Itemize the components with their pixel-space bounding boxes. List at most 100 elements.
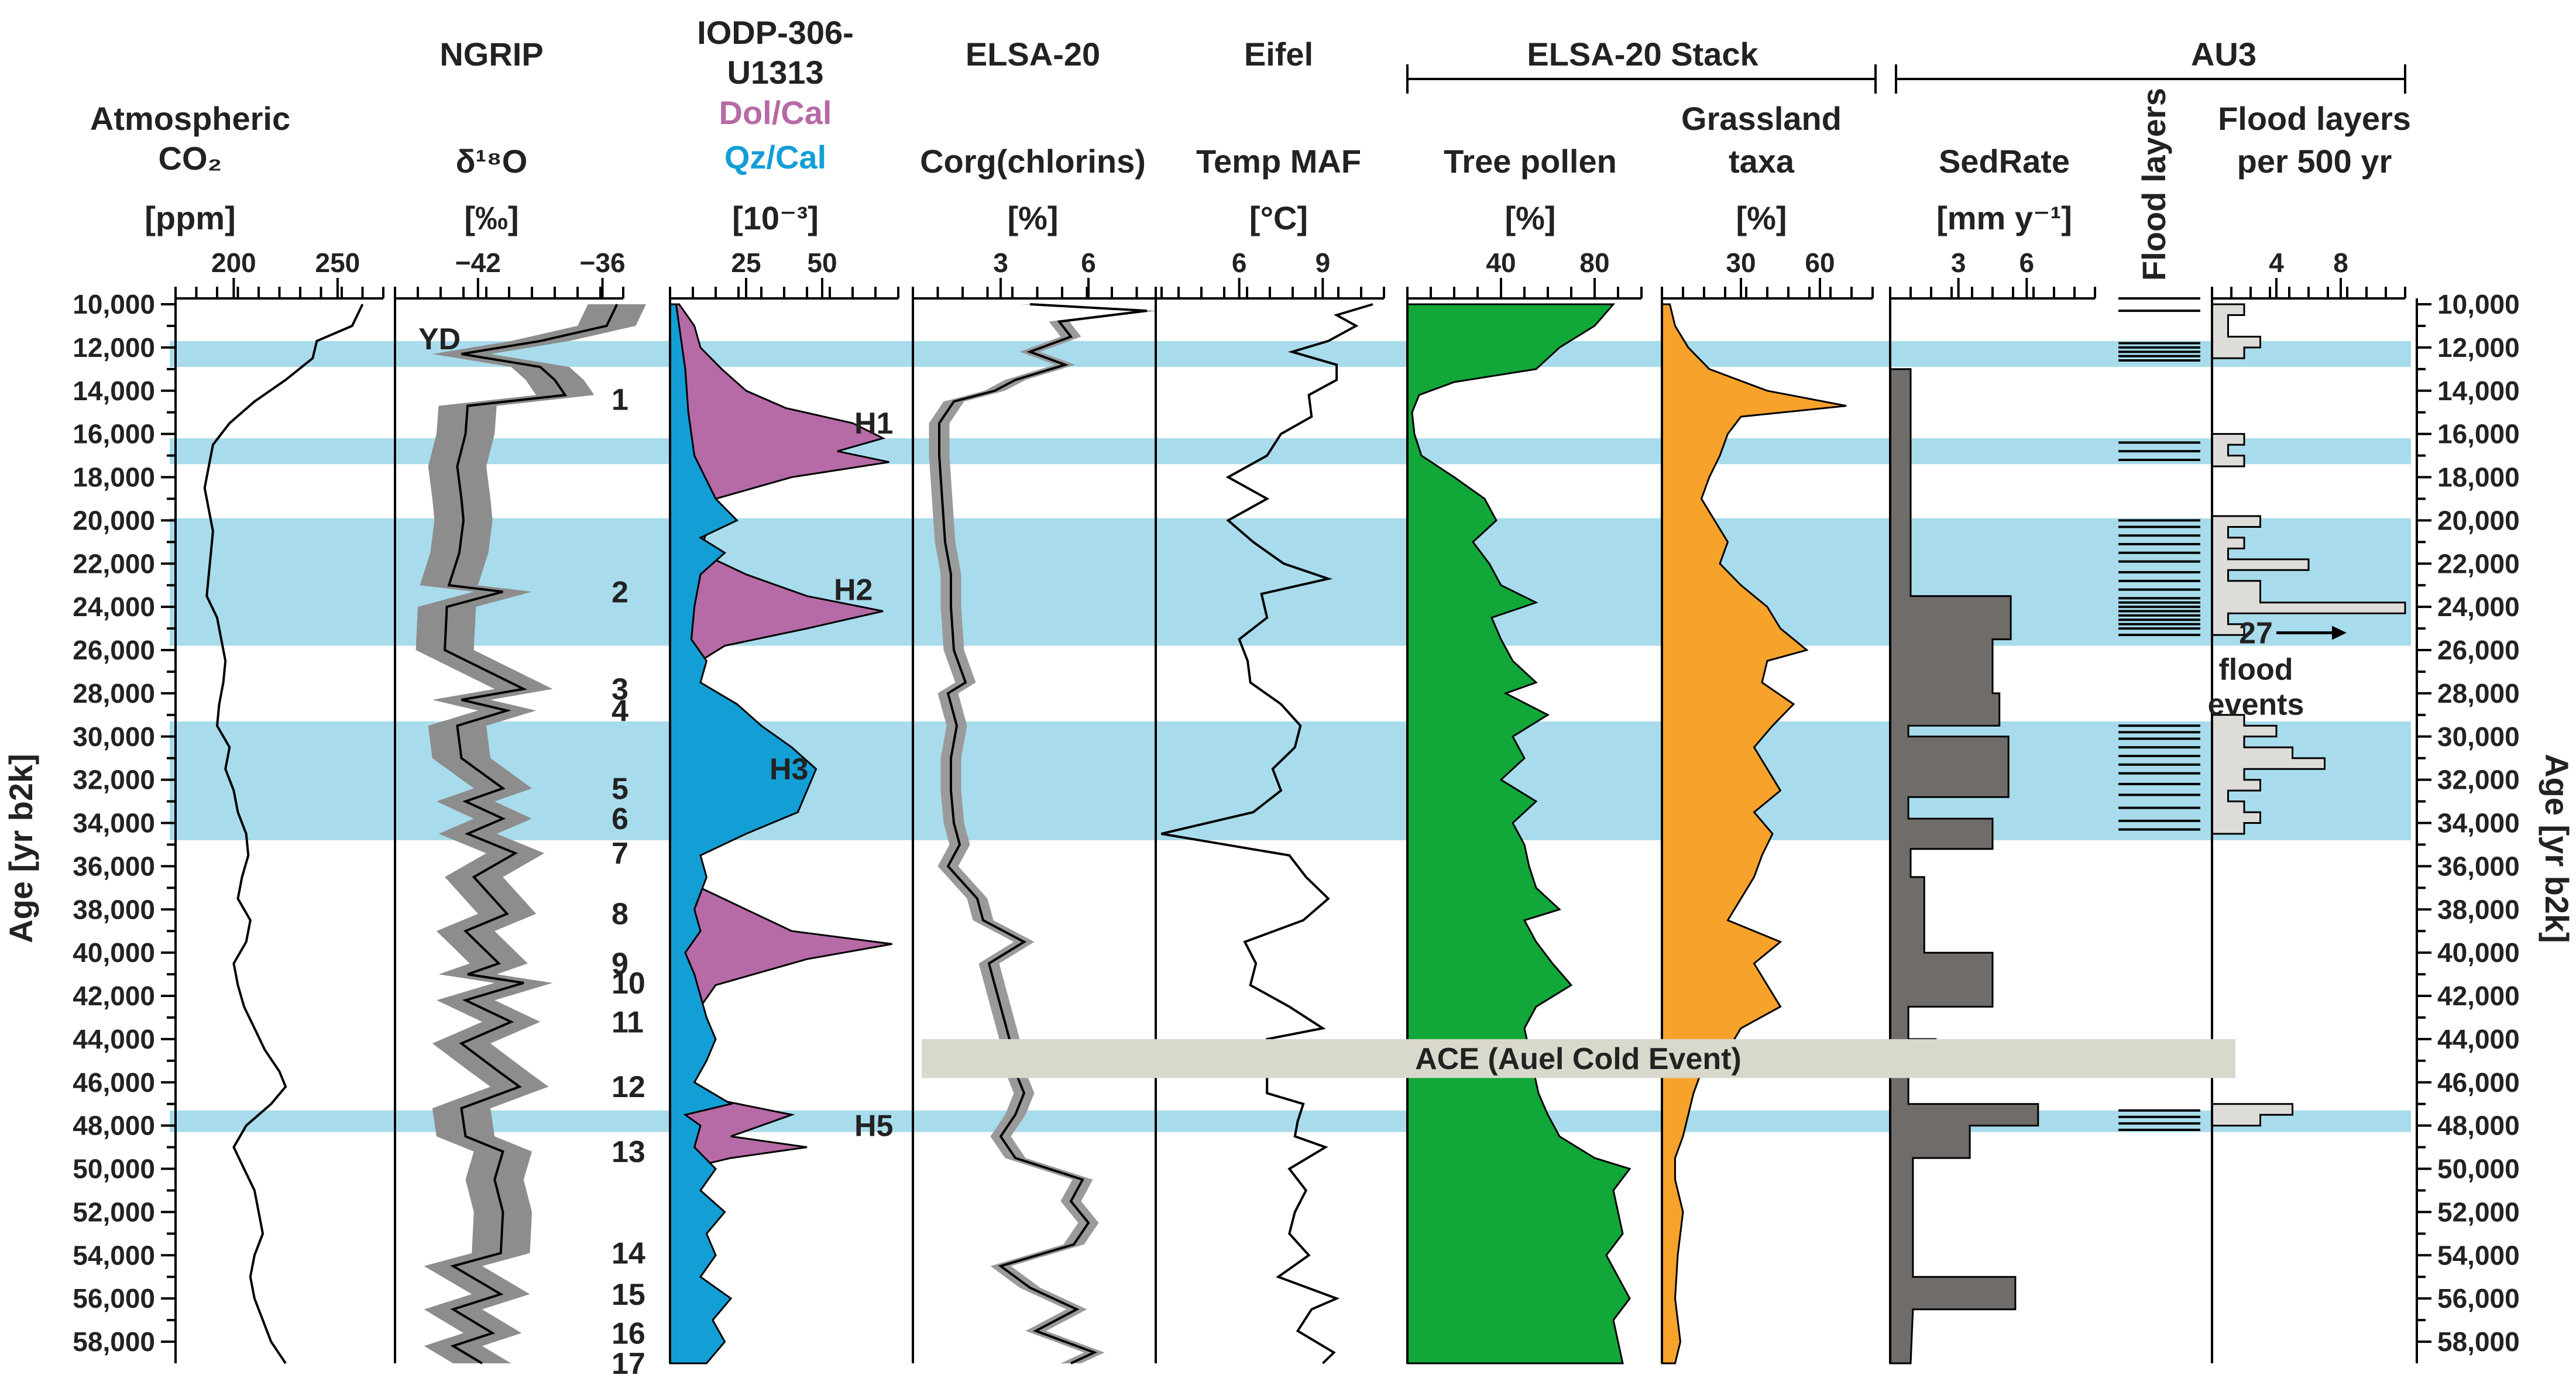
left-age-label: 40,000 xyxy=(73,937,155,968)
right-age-label: 54,000 xyxy=(2437,1240,2520,1270)
chlorins-sub: Corg(chlorins) xyxy=(920,143,1146,180)
left-age-label: 20,000 xyxy=(73,505,155,535)
ngrip-event-5: 5 xyxy=(612,772,628,806)
left-age-label: 46,000 xyxy=(73,1067,155,1098)
ngrip-event-11: 11 xyxy=(612,1005,644,1039)
ngrip-event-2: 2 xyxy=(612,575,628,609)
left-age-label: 32,000 xyxy=(73,765,155,795)
blue-band-4 xyxy=(170,1110,2411,1132)
temp-line xyxy=(1161,303,1373,1364)
tree-tick-label: 40 xyxy=(1486,248,1516,278)
right-age-label: 46,000 xyxy=(2437,1067,2520,1098)
grass-sub: taxa xyxy=(1729,143,1795,180)
left-age-label: 26,000 xyxy=(73,635,155,665)
sed-unit: [mm y⁻¹] xyxy=(1936,200,2072,236)
elsa20-title: ELSA-20 xyxy=(966,36,1100,73)
chlorins-envelope xyxy=(929,304,1158,1363)
ngrip-event-17: 17 xyxy=(612,1347,645,1381)
left-age-label: 58,000 xyxy=(73,1326,155,1357)
qz-cal-area xyxy=(669,303,818,1364)
left-age-label: 14,000 xyxy=(73,376,155,406)
left-age-label: 16,000 xyxy=(73,419,155,449)
co2-tick-label: 250 xyxy=(315,248,360,278)
right-age-label: 52,000 xyxy=(2437,1197,2520,1227)
eifel-title: Eifel xyxy=(1244,36,1313,73)
flood-layers-title: Flood layers xyxy=(2135,88,2172,281)
heinrich-H2: H2 xyxy=(834,573,873,607)
tree-tick-label: 80 xyxy=(1579,248,1609,278)
heinrich-H3: H3 xyxy=(770,752,808,786)
right-age-label: 48,000 xyxy=(2437,1111,2520,1141)
right-age-label: 22,000 xyxy=(2437,548,2520,579)
grass-tick-label: 30 xyxy=(1726,248,1756,278)
left-age-label: 24,000 xyxy=(73,592,155,622)
sed-sub: SedRate xyxy=(1939,143,2070,180)
ngrip-event-7: 7 xyxy=(612,837,628,871)
blue-band-2 xyxy=(170,518,2411,646)
right-age-label: 16,000 xyxy=(2437,419,2520,449)
right-age-label: 38,000 xyxy=(2437,894,2520,924)
right-age-label: 10,000 xyxy=(2437,289,2520,319)
ngrip-envelope xyxy=(415,304,646,1363)
ngrip-event-12: 12 xyxy=(612,1070,645,1104)
iodp-title-2: U1313 xyxy=(727,54,823,91)
grass-tick-label: 60 xyxy=(1805,248,1835,278)
co2-sub: CO₂ xyxy=(159,140,222,177)
ngrip-line xyxy=(444,304,619,1364)
left-age-label: 36,000 xyxy=(73,851,155,881)
ngrip-sub: δ¹⁸O xyxy=(456,143,528,180)
right-age-label: 36,000 xyxy=(2437,851,2520,881)
left-age-label: 48,000 xyxy=(73,1111,155,1141)
flood-note-line2: events xyxy=(2208,688,2304,721)
right-age-label: 14,000 xyxy=(2437,376,2520,406)
temp-tick-label: 6 xyxy=(1232,248,1247,278)
ngrip-title: NGRIP xyxy=(439,36,543,73)
right-age-label: 56,000 xyxy=(2437,1283,2520,1314)
flood-note-line1: flood xyxy=(2218,652,2293,686)
ngrip-event-14: 14 xyxy=(612,1237,645,1271)
iodp-unit: [10⁻³] xyxy=(732,200,819,236)
right-age-label: 30,000 xyxy=(2437,721,2520,752)
left-age-label: Age [yr b2k] xyxy=(2,754,39,943)
chlorins-line xyxy=(938,303,1148,1364)
ngrip-event-3: 3 xyxy=(612,673,628,707)
chlorins-unit: [%] xyxy=(1007,200,1058,236)
temp-sub: Temp MAF xyxy=(1196,143,1361,180)
co2-title: Atmospheric xyxy=(90,100,290,137)
ngrip-event-10: 10 xyxy=(612,967,645,1001)
right-age-label: 20,000 xyxy=(2437,505,2520,535)
flood-rate-area xyxy=(2211,303,2406,1363)
ace-box: ACE (Auel Cold Event) xyxy=(922,1039,2235,1078)
iodp-tick-label: 25 xyxy=(731,248,761,278)
right-age-label: 40,000 xyxy=(2437,937,2520,968)
right-age-label: 34,000 xyxy=(2437,808,2520,838)
left-age-label: 12,000 xyxy=(73,332,155,363)
ace-label: ACE (Auel Cold Event) xyxy=(1415,1042,1742,1076)
iodp-legend-dol: Dol/Cal xyxy=(719,94,832,131)
heinrich-H1: H1 xyxy=(854,407,893,441)
left-age-label: 22,000 xyxy=(73,548,155,579)
left-age-label: 38,000 xyxy=(73,894,155,924)
left-age-label: 30,000 xyxy=(73,721,155,752)
iodp-tick-label: 50 xyxy=(807,248,837,278)
right-age-label: 24,000 xyxy=(2437,592,2520,622)
ngrip-event-16: 16 xyxy=(612,1317,645,1350)
blue-band-1 xyxy=(170,438,2411,465)
chlorins-tick-label: 3 xyxy=(993,248,1008,278)
sed-tick-label: 3 xyxy=(1951,248,1966,278)
right-age-label: 32,000 xyxy=(2437,765,2520,795)
ace-rectangle xyxy=(922,1039,2235,1078)
ngrip-event-8: 8 xyxy=(612,898,628,932)
flood_rate-tick-label: 4 xyxy=(2269,248,2284,278)
left-age-label: 54,000 xyxy=(73,1240,155,1270)
left-age-label: 10,000 xyxy=(73,289,155,319)
blue-band-3 xyxy=(170,721,2411,841)
tree-pollen-area xyxy=(1406,303,1632,1364)
ngrip-event-13: 13 xyxy=(612,1135,645,1169)
flood-note-arrowhead xyxy=(2332,625,2347,640)
right-age-label: 44,000 xyxy=(2437,1024,2520,1054)
flood-rate-title: Flood layers xyxy=(2218,100,2411,137)
ngrip-event-4: 4 xyxy=(612,694,628,728)
annotations: YD1234567891011121314151617H1H2H3H527flo… xyxy=(418,322,2347,1381)
